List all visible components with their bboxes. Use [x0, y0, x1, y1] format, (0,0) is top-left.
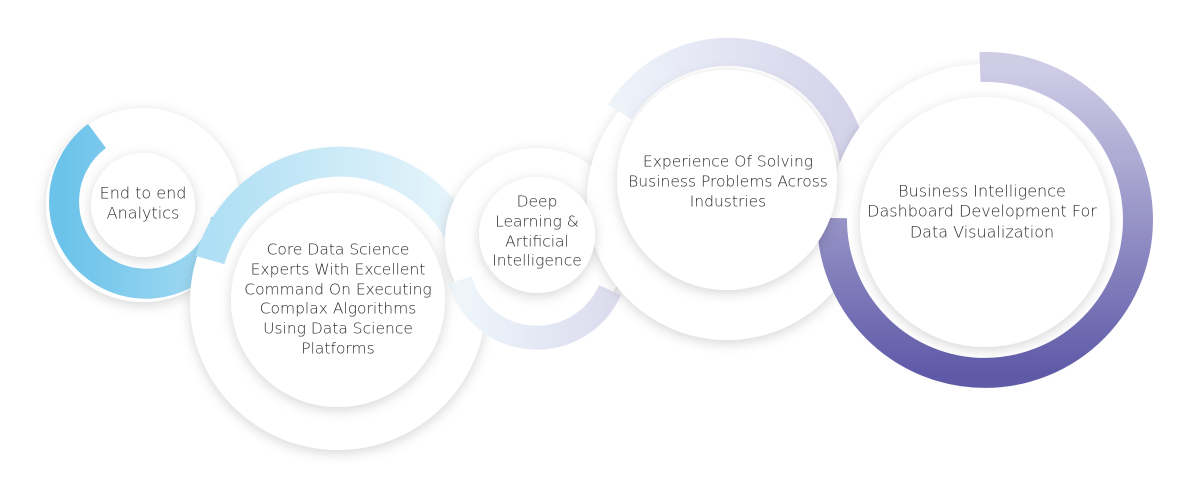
stage-3-line: Artificial [505, 232, 569, 250]
stage-5-line: Data Visualization [909, 222, 1055, 242]
stage-2-line: Experts With Excellent [250, 260, 426, 279]
stage-2-line: Complax Algorithms [259, 300, 417, 318]
stage-5-label: Business Intelligence Dashboard Developm… [867, 181, 1097, 242]
stage-1-line: Analytics [106, 204, 180, 223]
ring-arc-5 [816, 51, 1153, 388]
stage-2-line: Using Data Science [263, 319, 413, 338]
stage-4-label: Experience Of Solving Business Problems … [628, 152, 828, 211]
stage-2-label: Core Data Science Experts With Excellent… [244, 241, 431, 360]
ring-arc-3 [448, 276, 621, 350]
stage-2-line: Platforms [301, 339, 375, 358]
stage-2-circle [231, 193, 445, 407]
stage-5-line: Dashboard Development For [867, 201, 1097, 221]
stage-4-line: Business Problems Across [628, 172, 828, 191]
stage-2-line: Command On Executing [244, 280, 432, 299]
stage-5-line: Business Intelligence [898, 181, 1066, 201]
ring-arc-4 [608, 37, 870, 181]
stage-3-circle [479, 177, 595, 293]
stage-3-line: Intelligence [492, 251, 582, 270]
stage-1-circle [91, 153, 195, 257]
stage-4-circle [617, 70, 837, 290]
stage-3-line: Learning & [495, 212, 579, 231]
stage-3-label: Deep Learning & Artificial Intelligence [492, 192, 582, 271]
stage-1-label: End to end Analytics [100, 184, 187, 225]
stage-1-line: End to end [99, 183, 187, 203]
stage-3-line: Deep [516, 192, 558, 211]
stage-4-line: Experience Of Solving [642, 152, 814, 171]
stage-5-circle [860, 97, 1110, 347]
stage-2-line: Core Data Science [266, 240, 410, 259]
ring-arc-2 [195, 146, 474, 265]
stage-4-line: Industries [689, 191, 767, 210]
